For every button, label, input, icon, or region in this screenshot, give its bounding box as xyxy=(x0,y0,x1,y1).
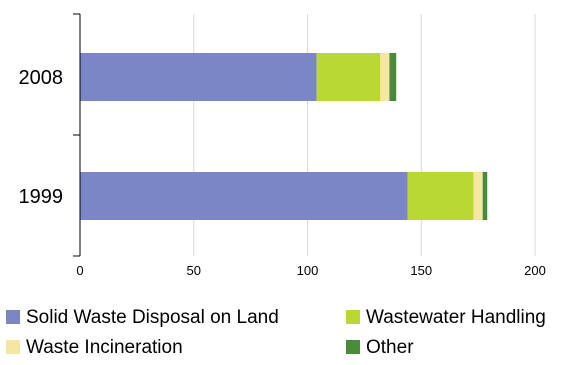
legend-label: Waste Incineration xyxy=(26,337,183,358)
bar-2008-series-4 xyxy=(389,53,397,101)
axis-layer: 0 50 100 150 200 2008 1999 xyxy=(19,13,546,278)
bar-1999-series-3 xyxy=(473,172,483,220)
bar-2008-series-1 xyxy=(80,53,317,101)
legend-swatch xyxy=(6,310,20,324)
legend-item-1: Solid Waste Disposal on Land xyxy=(6,307,279,328)
x-tick-label: 100 xyxy=(297,263,319,278)
legend-swatch xyxy=(346,310,360,324)
legend-swatch xyxy=(6,340,20,354)
bar-2008-series-2 xyxy=(316,53,381,101)
bar-1999-series-4 xyxy=(482,172,488,220)
legend-label: Wastewater Handling xyxy=(366,307,546,328)
bar-1999-series-1 xyxy=(80,172,408,220)
x-tick-label: 150 xyxy=(410,263,432,278)
bar-1999-series-2 xyxy=(407,172,474,220)
legend: Solid Waste Disposal on Land Wastewater H… xyxy=(6,307,546,358)
legend-item-2: Wastewater Handling xyxy=(346,307,546,328)
x-tick-label: 50 xyxy=(187,263,201,278)
x-tick-label: 200 xyxy=(524,263,546,278)
bar-layer xyxy=(80,53,488,220)
legend-item-4: Other xyxy=(346,337,414,358)
x-tick-label: 0 xyxy=(76,263,83,278)
bar-2008-series-3 xyxy=(380,53,390,101)
legend-item-3: Waste Incineration xyxy=(6,337,183,358)
legend-label: Other xyxy=(366,337,414,358)
category-label-2008: 2008 xyxy=(19,67,64,89)
legend-label: Solid Waste Disposal on Land xyxy=(26,307,279,328)
category-label-1999: 1999 xyxy=(19,186,64,208)
legend-swatch xyxy=(346,340,360,354)
